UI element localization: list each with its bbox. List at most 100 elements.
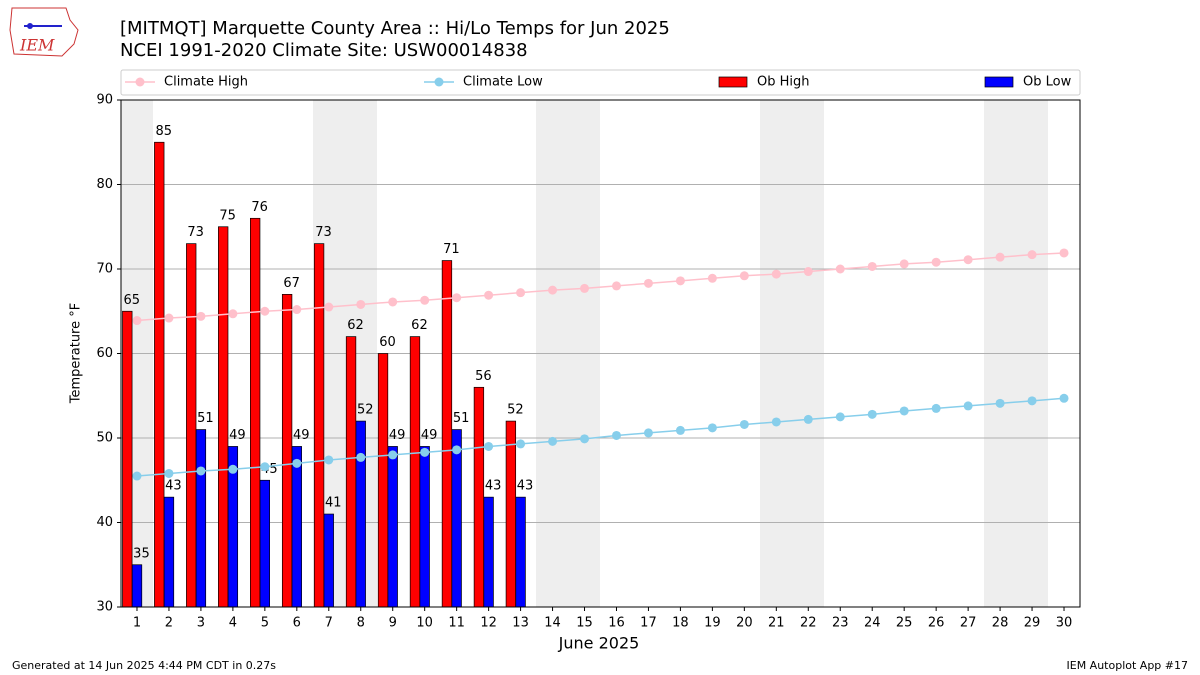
marker	[388, 450, 398, 460]
marker	[867, 261, 877, 271]
marker	[803, 267, 813, 277]
marker	[260, 306, 270, 316]
x-tick-label: 2	[165, 616, 173, 631]
marker	[420, 295, 430, 305]
marker	[995, 398, 1005, 408]
marker	[516, 288, 526, 298]
legend-label: Climate High	[164, 75, 248, 90]
marker	[580, 434, 590, 444]
bar	[419, 446, 430, 608]
marker	[771, 417, 781, 427]
value-label: 76	[251, 200, 268, 215]
bar	[323, 513, 334, 608]
x-tick-label: 8	[357, 616, 365, 631]
marker	[356, 452, 366, 462]
x-tick-label: 11	[448, 616, 465, 631]
marker	[548, 285, 558, 295]
x-tick-label: 4	[229, 616, 237, 631]
x-tick-label: 23	[832, 616, 849, 631]
bar	[409, 336, 421, 608]
value-label: 35	[133, 546, 150, 561]
value-label: 65	[123, 293, 140, 308]
marker	[931, 403, 941, 413]
bar	[505, 420, 517, 608]
bar	[291, 446, 302, 608]
bar	[163, 496, 175, 608]
bar	[122, 310, 133, 608]
value-label: 49	[421, 428, 438, 443]
marker	[643, 278, 653, 288]
x-tick-label: 25	[896, 616, 913, 631]
marker	[484, 290, 494, 300]
plot-frame	[120, 99, 1081, 608]
legend-marker	[135, 77, 145, 87]
legend-marker	[434, 77, 444, 87]
value-label: 62	[347, 318, 364, 333]
x-tick-label: 15	[576, 616, 593, 631]
value-label: 51	[453, 411, 470, 426]
marker	[643, 428, 653, 438]
value-label: 60	[379, 335, 396, 350]
marker	[707, 423, 717, 433]
marker	[963, 255, 973, 265]
line	[136, 252, 1065, 322]
marker	[260, 462, 270, 472]
legend-entry: Climate High	[125, 75, 248, 90]
legend-swatch	[718, 76, 748, 88]
x-tick-label: 19	[704, 616, 721, 631]
bar	[281, 294, 293, 608]
legend-entry: Ob Low	[984, 75, 1072, 90]
bar	[259, 479, 270, 608]
bar	[218, 226, 229, 608]
legend-entry: Ob High	[718, 75, 810, 90]
value-label: 73	[187, 225, 204, 240]
marker	[1027, 250, 1037, 260]
x-tick-label: 24	[864, 616, 881, 631]
marker	[356, 299, 366, 309]
legend-entry: Climate Low	[424, 75, 543, 90]
value-label: 43	[165, 479, 182, 494]
marker	[739, 271, 749, 281]
x-tick-label: 9	[389, 616, 397, 631]
x-tick-label: 28	[992, 616, 1009, 631]
marker	[611, 430, 621, 440]
marker	[835, 264, 845, 274]
marker	[899, 406, 909, 416]
x-tick-label: 5	[261, 616, 269, 631]
marker	[324, 455, 334, 465]
marker	[516, 439, 526, 449]
marker	[931, 257, 941, 267]
marker	[995, 252, 1005, 262]
value-label: 49	[389, 428, 406, 443]
footer-left: Generated at 14 Jun 2025 4:44 PM CDT in …	[12, 659, 276, 672]
marker	[132, 316, 142, 326]
marker	[164, 468, 174, 478]
value-label: 43	[485, 479, 502, 494]
x-tick-label: 10	[416, 616, 433, 631]
y-tick-label: 70	[96, 262, 113, 277]
x-axis-label: June 2025	[558, 634, 640, 653]
x-tick-label: 7	[325, 616, 333, 631]
x-tick-label: 17	[640, 616, 657, 631]
x-tick-label: 12	[480, 616, 497, 631]
x-tick-label: 20	[736, 616, 753, 631]
marker	[1027, 396, 1037, 406]
bar	[131, 564, 143, 608]
chart-title: [MITMQT] Marquette County Area :: Hi/Lo …	[120, 18, 670, 39]
value-label: 49	[229, 428, 246, 443]
y-tick-label: 30	[96, 600, 113, 615]
marker	[292, 305, 302, 315]
marker	[548, 436, 558, 446]
marker	[452, 293, 462, 303]
bar	[250, 217, 261, 608]
marker	[388, 297, 398, 307]
y-tick-label: 90	[96, 93, 113, 108]
x-tick-label: 22	[800, 616, 817, 631]
bar	[355, 420, 366, 608]
bar	[451, 429, 462, 608]
x-tick-label: 1	[133, 616, 141, 631]
value-label: 67	[283, 276, 300, 291]
x-tick-label: 30	[1056, 616, 1073, 631]
marker	[739, 419, 749, 429]
